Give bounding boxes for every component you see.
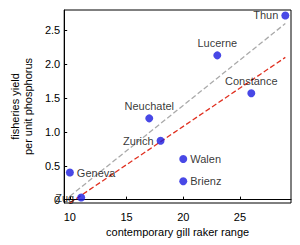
svg-text:Constance: Constance — [225, 75, 278, 87]
svg-text:20: 20 — [177, 211, 189, 223]
svg-text:contemporary gill raker range: contemporary gill raker range — [106, 226, 249, 238]
svg-text:Neuchatel: Neuchatel — [124, 100, 174, 112]
svg-text:1.0: 1.0 — [45, 126, 60, 138]
svg-text:Zurich: Zurich — [123, 135, 154, 147]
svg-text:10: 10 — [64, 211, 76, 223]
svg-text:Brienz: Brienz — [190, 175, 221, 187]
svg-text:0.5: 0.5 — [45, 160, 60, 172]
svg-text:15: 15 — [120, 211, 132, 223]
svg-text:Geneva: Geneva — [77, 167, 116, 179]
svg-text:Zug: Zug — [55, 192, 74, 204]
svg-text:Lucerne: Lucerne — [197, 37, 237, 49]
svg-text:per unit phosphorus: per unit phosphorus — [22, 57, 34, 155]
svg-text:Thun: Thun — [253, 9, 278, 21]
svg-text:Walen: Walen — [190, 153, 221, 165]
svg-text:2.5: 2.5 — [45, 24, 60, 36]
svg-text:fisheries yield: fisheries yield — [9, 73, 21, 140]
svg-text:25: 25 — [234, 211, 246, 223]
svg-text:1.5: 1.5 — [45, 92, 60, 104]
svg-text:2.0: 2.0 — [45, 58, 60, 70]
